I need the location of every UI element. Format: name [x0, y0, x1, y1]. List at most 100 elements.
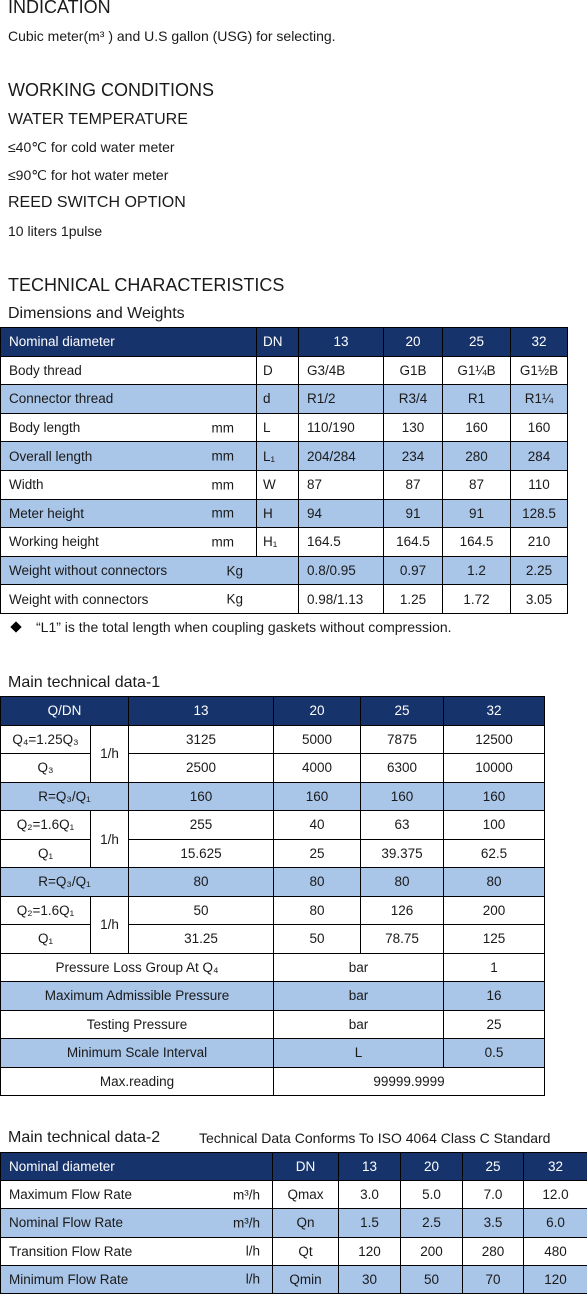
header-cell: 25 [443, 328, 511, 357]
q-cell: Q₂=1.6Q₁ [1, 811, 91, 840]
subheading: Dimensions and Weights [8, 304, 185, 324]
value-cell: 31.25 [129, 925, 274, 954]
q-cell: Q₄=1.25Q₃ [1, 725, 91, 754]
value-cell: 126 [361, 896, 444, 925]
unit-cell: 1/h [91, 811, 129, 868]
symbol-cell: H [257, 499, 299, 528]
value-cell: 210 [511, 528, 568, 557]
value-cell: R1 [443, 385, 511, 414]
param-label: Maximum Admissible Pressure [1, 982, 274, 1011]
q-cell: Q₂=1.6Q₁ [1, 896, 91, 925]
value-cell: 164.5 [384, 528, 443, 557]
value-cell: 62.5 [444, 839, 545, 868]
label: Width [9, 477, 44, 492]
value-cell: 1.2 [443, 556, 511, 585]
value-cell: 280 [443, 442, 511, 471]
header-cell: Q/DN [1, 697, 129, 726]
value-cell: 80 [129, 868, 274, 897]
value-cell: 91 [443, 499, 511, 528]
header-cell: 25 [463, 1153, 524, 1181]
value-cell: 200 [444, 896, 545, 925]
value-cell: 160 [129, 782, 274, 811]
value-cell: 164.5 [299, 528, 384, 557]
value-cell: 87 [384, 470, 443, 499]
symbol-cell: H₁ [257, 528, 299, 557]
value-cell: 110/190 [299, 413, 384, 442]
value-cell: 3.05 [511, 585, 568, 614]
value-cell: 70 [463, 1265, 524, 1293]
value-cell: 160 [511, 413, 568, 442]
symbol-cell: Qmax [273, 1181, 339, 1209]
value-cell: 80 [274, 896, 361, 925]
symbol-cell: L₁ [257, 442, 299, 471]
value-cell: 99999.9999 [274, 1067, 545, 1096]
value-cell: G1B [384, 356, 443, 385]
value-cell: 7.0 [463, 1181, 524, 1209]
unit: l/h [246, 1244, 260, 1259]
label: Minimum Flow Rate [9, 1272, 128, 1287]
value-cell: 125 [444, 925, 545, 954]
value-cell: 120 [339, 1237, 401, 1265]
unit: m³/h [233, 1215, 260, 1230]
label: Body thread [9, 363, 82, 378]
unit: mm [212, 534, 235, 549]
unit: mm [212, 420, 235, 435]
value-cell: 25 [444, 1010, 545, 1039]
value-cell: 2.25 [511, 556, 568, 585]
param-label: Pressure Loss Group At Q₄ [1, 953, 274, 982]
unit: m³/h [233, 1187, 260, 1202]
unit-cell: bar [274, 953, 444, 982]
header-cell: 32 [444, 697, 545, 726]
unit: Kg [226, 563, 243, 578]
label: Overall length [9, 449, 92, 464]
unit-cell: L [274, 1039, 444, 1068]
value-cell: R1¼ [511, 385, 568, 414]
q-cell: Q₃ [1, 754, 91, 783]
value-cell: 80 [361, 868, 444, 897]
value-cell: 10000 [444, 754, 545, 783]
value-cell: 234 [384, 442, 443, 471]
value-cell: 160 [361, 782, 444, 811]
value-cell: 12.0 [524, 1181, 587, 1209]
value-cell: 280 [463, 1237, 524, 1265]
value-cell: 480 [524, 1237, 587, 1265]
value-cell: 120 [524, 1265, 587, 1293]
paragraph: ≤90℃ for hot water meter [8, 165, 168, 185]
label: Connector thread [9, 391, 113, 406]
symbol-cell: D [257, 356, 299, 385]
label-cell: Connector thread [1, 385, 257, 414]
unit: Kg [226, 592, 243, 607]
value-cell: 80 [444, 868, 545, 897]
symbol-cell: Qn [273, 1209, 339, 1237]
value-cell: 110 [511, 470, 568, 499]
value-cell: 164.5 [443, 528, 511, 557]
value-cell: 87 [443, 470, 511, 499]
param-label: Testing Pressure [1, 1010, 274, 1039]
header-cell: 20 [401, 1153, 463, 1181]
value-cell: 2500 [129, 754, 274, 783]
symbol-cell: L [257, 413, 299, 442]
value-cell: 3.0 [339, 1181, 401, 1209]
value-cell: 3125 [129, 725, 274, 754]
